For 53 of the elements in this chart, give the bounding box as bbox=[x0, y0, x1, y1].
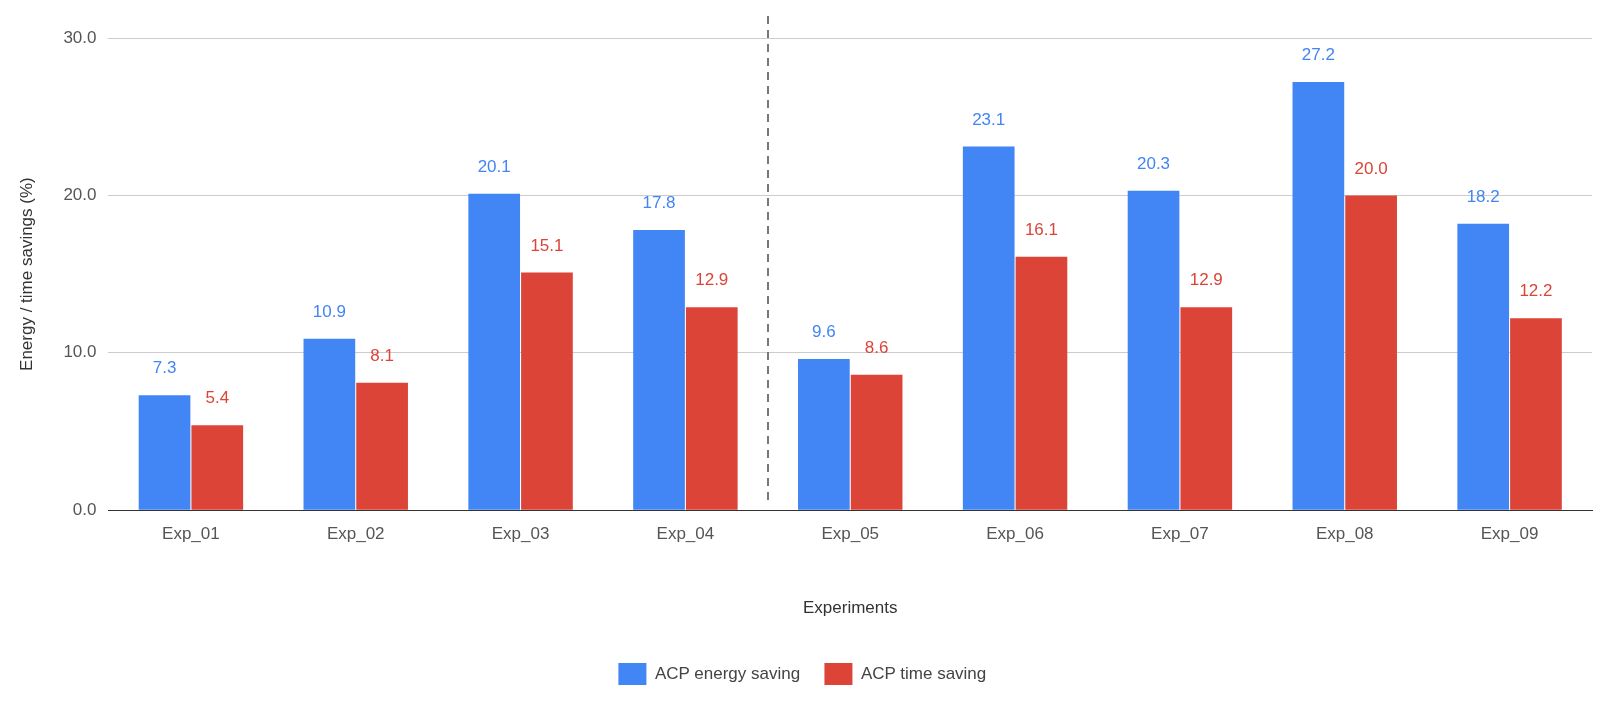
y-tick-label: 10.0 bbox=[63, 342, 97, 362]
x-tick-label: Exp_08 bbox=[1315, 524, 1374, 544]
data-label: 12.9 bbox=[1189, 270, 1223, 290]
bar bbox=[1292, 82, 1345, 510]
data-label: 15.1 bbox=[530, 235, 564, 255]
x-tick-label: Exp_03 bbox=[491, 524, 550, 544]
bar bbox=[1015, 256, 1068, 510]
data-label: 16.1 bbox=[1024, 219, 1058, 239]
bar bbox=[191, 425, 244, 510]
bar bbox=[1457, 223, 1510, 510]
y-axis-title: Energy / time savings (%) bbox=[16, 177, 36, 371]
bar bbox=[850, 374, 903, 510]
data-label: 8.6 bbox=[864, 338, 889, 358]
data-label: 8.1 bbox=[370, 345, 394, 365]
data-label: 7.3 bbox=[152, 358, 177, 378]
x-tick-label: Exp_07 bbox=[1151, 524, 1209, 544]
data-label: 12.9 bbox=[695, 270, 729, 290]
y-tick-label: 0.0 bbox=[72, 499, 97, 519]
x-tick-label: Exp_06 bbox=[986, 524, 1044, 544]
y-tick-label: 30.0 bbox=[63, 27, 97, 47]
bar bbox=[1127, 190, 1180, 510]
bar bbox=[633, 230, 685, 510]
x-tick-label: Exp_04 bbox=[656, 524, 715, 544]
data-label: 27.2 bbox=[1301, 45, 1335, 65]
x-axis-title: Experiments bbox=[803, 598, 898, 618]
data-label: 5.4 bbox=[205, 388, 230, 408]
bar bbox=[303, 338, 356, 510]
data-label: 12.2 bbox=[1519, 281, 1553, 301]
data-label: 18.2 bbox=[1466, 186, 1500, 206]
bar bbox=[356, 382, 408, 510]
data-label: 20.1 bbox=[477, 157, 511, 177]
bar bbox=[798, 359, 850, 510]
data-label: 9.6 bbox=[812, 322, 836, 342]
bar bbox=[685, 307, 738, 510]
data-label: 17.8 bbox=[642, 193, 676, 213]
data-label: 10.9 bbox=[312, 301, 346, 321]
data-label: 20.0 bbox=[1354, 158, 1388, 178]
bar bbox=[962, 146, 1015, 510]
legend-label: ACP energy saving bbox=[654, 663, 801, 683]
x-tick-label: Exp_02 bbox=[326, 524, 385, 544]
x-tick-label: Exp_09 bbox=[1480, 524, 1539, 544]
bar bbox=[1510, 318, 1562, 510]
bar bbox=[521, 272, 573, 510]
bar bbox=[1345, 195, 1397, 510]
bar bbox=[138, 395, 191, 510]
data-label: 23.1 bbox=[972, 109, 1006, 129]
bar bbox=[468, 193, 521, 510]
y-tick-label: 20.0 bbox=[63, 185, 97, 205]
x-tick-label: Exp_05 bbox=[821, 524, 880, 544]
bar bbox=[1180, 307, 1233, 510]
data-label: 20.3 bbox=[1136, 153, 1171, 173]
legend-label: ACP time saving bbox=[860, 663, 987, 683]
x-tick-label: Exp_01 bbox=[162, 524, 220, 544]
